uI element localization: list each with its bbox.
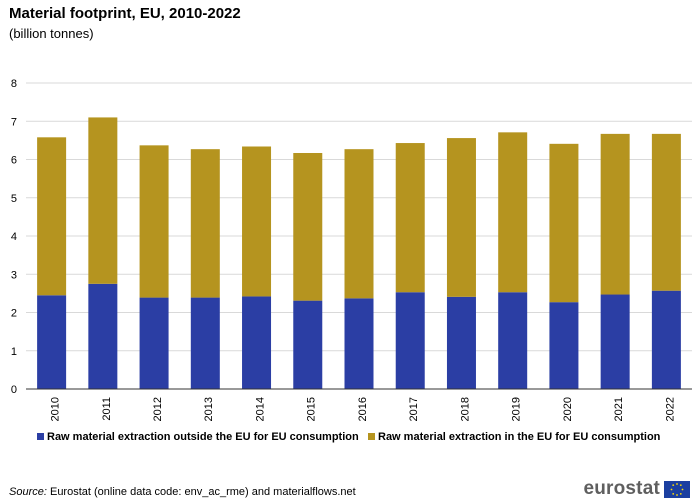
x-tick-label: 2021 — [613, 397, 625, 421]
bar-inside-eu — [242, 146, 272, 297]
bar-outside-eu — [242, 296, 272, 389]
y-tick-label: 4 — [11, 231, 17, 243]
bar-outside-eu — [446, 296, 476, 389]
bar-inside-eu — [344, 149, 374, 299]
x-tick-label: 2011 — [101, 397, 113, 421]
x-tick-label: 2014 — [254, 397, 266, 421]
x-tick-label: 2022 — [664, 397, 676, 421]
bar-outside-eu — [344, 298, 374, 389]
bar-outside-eu — [139, 297, 169, 389]
y-tick-label: 5 — [11, 193, 17, 205]
bar-inside-eu — [139, 145, 169, 298]
bar-outside-eu — [88, 283, 118, 389]
bar-outside-eu — [600, 294, 630, 389]
legend-swatch — [37, 433, 44, 440]
bar-outside-eu — [395, 292, 425, 389]
source-text: Eurostat (online data code: env_ac_rme) … — [46, 486, 356, 498]
x-tick-label: 2019 — [511, 397, 523, 421]
bar-inside-eu — [498, 132, 528, 293]
x-tick-label: 2017 — [408, 397, 420, 421]
bar-outside-eu — [549, 302, 579, 389]
y-tick-label: 7 — [11, 116, 17, 128]
bar-inside-eu — [395, 143, 425, 293]
bar-inside-eu — [88, 117, 118, 284]
y-tick-label: 2 — [11, 308, 17, 320]
chart-title: Material footprint, EU, 2010-2022 — [9, 5, 241, 22]
stacked-bar-chart: 0 1 2 3 4 5 6 7 8 2010 2011 2012 2013 2014 2015 2016 201… — [11, 78, 692, 443]
legend-label: Raw material extraction outside the EU f… — [47, 431, 359, 443]
x-tick-label: 2020 — [562, 397, 574, 421]
y-tick-label: 8 — [11, 78, 17, 90]
source-note: Source: Eurostat (online data code: env_… — [9, 486, 356, 498]
bar-inside-eu — [600, 133, 630, 295]
bar-inside-eu — [549, 143, 579, 303]
bar-outside-eu — [651, 290, 681, 389]
eu-flag-icon — [664, 480, 690, 498]
chart-subtitle: (billion tonnes) — [9, 26, 94, 41]
bar-inside-eu — [293, 152, 323, 301]
bar-inside-eu — [446, 138, 476, 297]
bar-outside-eu — [293, 300, 323, 389]
x-tick-label: 2012 — [152, 397, 164, 421]
legend-swatch — [368, 433, 375, 440]
bar-outside-eu — [190, 297, 220, 389]
source-label: Source: — [9, 486, 47, 498]
y-tick-label: 1 — [11, 346, 17, 358]
bar-outside-eu — [498, 292, 528, 389]
x-tick-label: 2016 — [357, 397, 369, 421]
y-tick-label: 0 — [11, 384, 17, 396]
y-tick-label: 3 — [11, 269, 17, 281]
x-tick-label: 2015 — [306, 397, 318, 421]
bar-inside-eu — [651, 133, 681, 291]
y-tick-label: 6 — [11, 155, 17, 167]
eurostat-logo: eurostat — [583, 478, 690, 500]
bar-inside-eu — [190, 149, 220, 298]
x-tick-label: 2013 — [203, 397, 215, 421]
bar-outside-eu — [37, 295, 67, 389]
x-tick-label: 2010 — [50, 397, 62, 421]
bar-inside-eu — [37, 137, 67, 296]
x-tick-label: 2018 — [459, 397, 471, 421]
legend-label: Raw material extraction in the EU for EU… — [378, 431, 661, 443]
logo-text: eurostat — [583, 478, 660, 499]
